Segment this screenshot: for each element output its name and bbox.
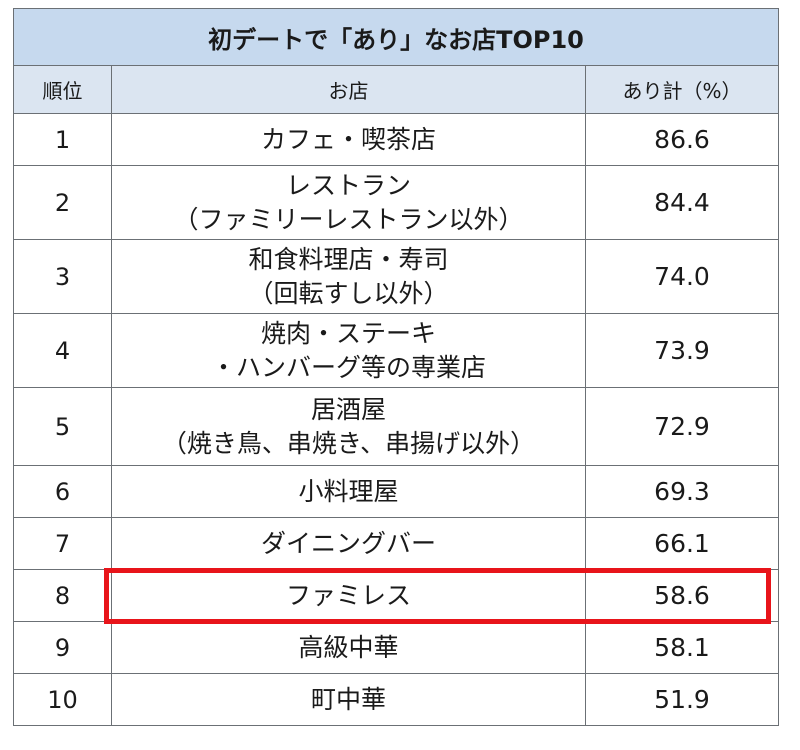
value-cell: 72.9: [584, 387, 780, 466]
value-cell: 84.4: [584, 165, 780, 240]
rank-cell: 3: [13, 239, 112, 314]
rank-cell: 9: [13, 621, 112, 674]
table-row: 7 ダイニングバー 66.1: [13, 517, 780, 570]
shop-cell: カフェ・喫茶店: [111, 113, 586, 166]
rank-cell: 6: [13, 465, 112, 518]
header-value: あり計（%）: [584, 65, 780, 114]
header-rank: 順位: [13, 65, 112, 114]
table-row: 4 焼肉・ステーキ ・ハンバーグ等の専業店 73.9: [13, 313, 780, 388]
rank-cell: 10: [13, 673, 112, 726]
rank-cell: 5: [13, 387, 112, 466]
value-cell: 58.1: [584, 621, 780, 674]
value-cell: 58.6: [584, 569, 780, 622]
rank-cell: 4: [13, 313, 112, 388]
value-cell: 66.1: [584, 517, 780, 570]
value-cell: 69.3: [584, 465, 780, 518]
table-row: 1 カフェ・喫茶店 86.6: [13, 113, 780, 166]
shop-cell: ダイニングバー: [111, 517, 586, 570]
shop-cell: 小料理屋: [111, 465, 586, 518]
shop-cell: 高級中華: [111, 621, 586, 674]
value-cell: 73.9: [584, 313, 780, 388]
header-shop: お店: [111, 65, 586, 114]
rank-cell: 2: [13, 165, 112, 240]
table-row: 6 小料理屋 69.3: [13, 465, 780, 518]
table-row: 9 高級中華 58.1: [13, 621, 780, 674]
shop-cell: 和食料理店・寿司 （回転すし以外）: [111, 239, 586, 314]
shop-cell: 町中華: [111, 673, 586, 726]
shop-cell: レストラン （ファミリーレストラン以外）: [111, 165, 586, 240]
ranking-table: 初デートで「あり」なお店TOP10 順位 お店 あり計（%） 1 カフェ・喫茶店…: [12, 8, 780, 726]
table-title: 初デートで「あり」なお店TOP10: [12, 8, 780, 66]
table-row: 2 レストラン （ファミリーレストラン以外） 84.4: [13, 165, 780, 240]
value-cell: 74.0: [584, 239, 780, 314]
rank-cell: 8: [13, 569, 112, 622]
rank-cell: 1: [13, 113, 112, 166]
table-row: 3 和食料理店・寿司 （回転すし以外） 74.0: [13, 239, 780, 314]
value-cell: 51.9: [584, 673, 780, 726]
table-row: 10 町中華 51.9: [13, 673, 780, 726]
highlight-box: [104, 568, 771, 624]
rank-cell: 7: [13, 517, 112, 570]
shop-cell: 焼肉・ステーキ ・ハンバーグ等の専業店: [111, 313, 586, 388]
shop-cell: 居酒屋 （焼き鳥、串焼き、串揚げ以外）: [111, 387, 586, 466]
table-row: 5 居酒屋 （焼き鳥、串焼き、串揚げ以外） 72.9: [13, 387, 780, 466]
value-cell: 86.6: [584, 113, 780, 166]
